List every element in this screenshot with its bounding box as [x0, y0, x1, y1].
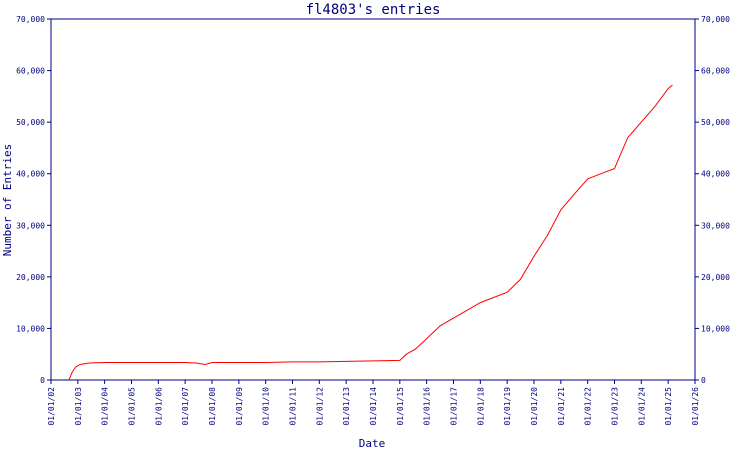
x-tick-label: 01/01/20	[530, 387, 539, 426]
x-axis: 01/01/02 01/01/03 01/01/04 01/01/05 01/01/06…	[47, 380, 700, 426]
x-tick-label: 01/01/03	[74, 387, 83, 426]
y-tick-label-left: 70,000	[16, 15, 45, 24]
x-tick-label: 01/01/21	[557, 387, 566, 426]
series-line-entries	[68, 84, 673, 381]
y-tick-label-left: 20,000	[16, 273, 45, 282]
x-tick-label: 01/01/19	[503, 387, 512, 426]
y-tick-label-right: 70,000	[701, 15, 730, 24]
x-tick-label: 01/01/13	[342, 387, 351, 426]
y-axis-left: 0 10,000 20,000 30,000 40,000 50,000 60,000 70,…	[16, 15, 51, 385]
x-tick-label: 01/01/04	[101, 387, 110, 426]
x-tick-label: 01/01/07	[181, 387, 190, 426]
x-tick-label: 01/01/09	[235, 387, 244, 426]
x-tick-label: 01/01/10	[262, 387, 271, 426]
y-tick-label-right: 20,000	[701, 273, 730, 282]
y-tick-label-left: 60,000	[16, 67, 45, 76]
y-tick-label-left: 50,000	[16, 118, 45, 127]
x-tick-label: 01/01/02	[47, 387, 56, 426]
y-axis-title: Number of Entries	[1, 144, 14, 257]
x-tick-label: 01/01/06	[154, 387, 163, 426]
x-tick-label: 01/01/26	[691, 387, 700, 426]
y-tick-label-right: 50,000	[701, 118, 730, 127]
x-tick-label: 01/01/22	[584, 387, 593, 426]
y-tick-label-right: 40,000	[701, 170, 730, 179]
x-tick-label: 01/01/23	[610, 387, 619, 426]
y-tick-label-left: 30,000	[16, 221, 45, 230]
x-tick-label: 01/01/12	[315, 387, 324, 426]
y-tick-label-left: 0	[40, 376, 45, 385]
y-tick-label-right: 10,000	[701, 324, 730, 333]
x-tick-label: 01/01/14	[369, 387, 378, 426]
y-tick-label-left: 10,000	[16, 324, 45, 333]
x-tick-label: 01/01/24	[637, 387, 646, 426]
x-axis-title: Date	[359, 437, 386, 450]
y-tick-label-right: 0	[701, 376, 706, 385]
y-tick-label-left: 40,000	[16, 170, 45, 179]
y-axis-right: 0 10,000 20,000 30,000 40,000 50,000 60,000 70,…	[695, 15, 730, 385]
y-tick-label-right: 60,000	[701, 67, 730, 76]
chart-title: fl4803's entries	[306, 2, 441, 18]
x-tick-label: 01/01/15	[396, 387, 405, 426]
x-tick-label: 01/01/11	[288, 387, 297, 426]
plot-area-frame	[50, 18, 696, 381]
y-tick-label-right: 30,000	[701, 221, 730, 230]
x-tick-label: 01/01/16	[423, 387, 432, 426]
x-tick-label: 01/01/05	[128, 387, 137, 426]
x-tick-label: 01/01/08	[208, 387, 217, 426]
x-tick-label: 01/01/18	[476, 387, 485, 426]
x-tick-label: 01/01/25	[664, 387, 673, 426]
x-tick-label: 01/01/17	[450, 387, 459, 426]
